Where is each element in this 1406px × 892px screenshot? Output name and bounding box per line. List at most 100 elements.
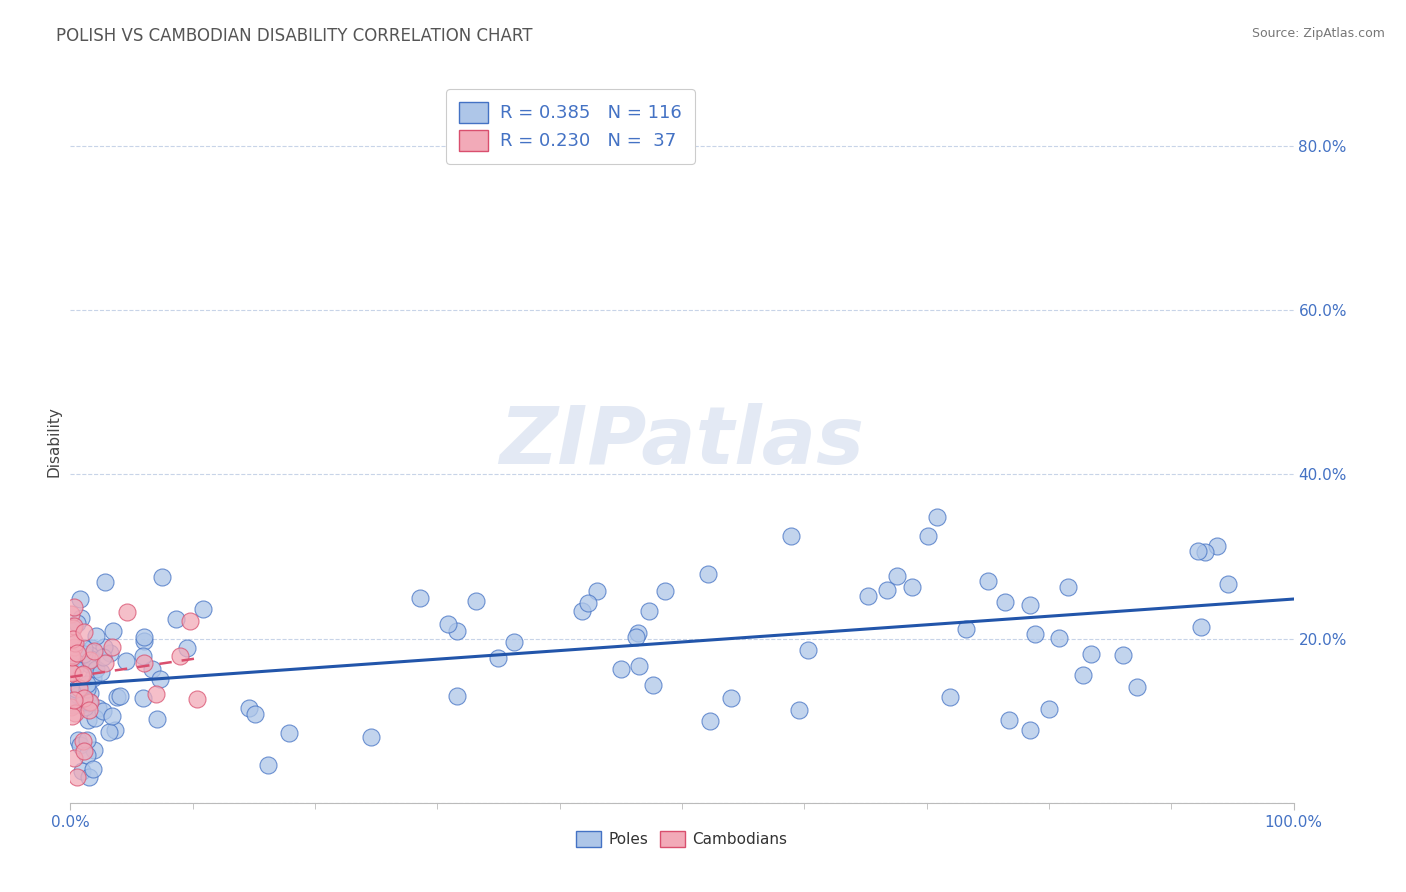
Y-axis label: Disability: Disability: [46, 406, 62, 477]
Point: [70, 764, 93, 779]
Point: [886, 569, 908, 583]
Point: [101, 640, 124, 654]
Point: [80, 651, 103, 665]
Point: [654, 583, 676, 598]
Point: [955, 622, 977, 636]
Point: [179, 614, 201, 628]
Point: [87, 700, 110, 714]
Point: [132, 630, 155, 644]
Point: [63, 640, 86, 655]
Point: [1125, 681, 1147, 695]
Point: [101, 624, 124, 638]
Point: [571, 604, 593, 618]
Point: [176, 640, 198, 655]
Point: [132, 633, 155, 648]
Point: [83, 743, 105, 757]
Point: [115, 654, 138, 668]
Point: [60, 690, 83, 705]
Point: [787, 703, 810, 717]
Point: [131, 649, 153, 664]
Point: [141, 662, 163, 676]
Point: [901, 580, 924, 594]
Point: [238, 701, 260, 715]
Point: [464, 594, 486, 608]
Point: [1038, 702, 1060, 716]
Point: [76, 677, 98, 691]
Point: [63, 661, 86, 675]
Point: [66, 732, 89, 747]
Point: [62, 751, 84, 765]
Point: [436, 616, 458, 631]
Text: POLISH VS CAMBODIAN DISABILITY CORRELATION CHART: POLISH VS CAMBODIAN DISABILITY CORRELATI…: [56, 27, 533, 45]
Point: [60, 652, 83, 666]
Point: [191, 602, 214, 616]
Text: Source: ZipAtlas.com: Source: ZipAtlas.com: [1251, 27, 1385, 40]
Point: [115, 605, 138, 619]
Point: [977, 574, 1000, 589]
Point: [1047, 632, 1070, 646]
Point: [797, 643, 820, 657]
Point: [94, 656, 117, 670]
Point: [72, 648, 94, 662]
Point: [77, 657, 100, 672]
Point: [1024, 627, 1046, 641]
Point: [186, 691, 208, 706]
Point: [60, 665, 83, 680]
Point: [256, 758, 278, 772]
Point: [62, 621, 84, 635]
Point: [278, 726, 301, 740]
Point: [72, 667, 94, 681]
Point: [146, 712, 169, 726]
Point: [408, 591, 430, 605]
Point: [73, 699, 96, 714]
Point: [76, 733, 98, 747]
Point: [1189, 620, 1212, 634]
Point: [65, 636, 87, 650]
Point: [80, 640, 103, 655]
Point: [610, 662, 633, 676]
Point: [627, 659, 650, 673]
Point: [79, 695, 101, 709]
Point: [245, 707, 267, 722]
Point: [60, 666, 83, 681]
Point: [486, 650, 509, 665]
Point: [108, 690, 131, 704]
Point: [62, 692, 84, 706]
Point: [779, 528, 801, 542]
Point: [86, 629, 108, 643]
Point: [69, 611, 91, 625]
Point: [83, 711, 105, 725]
Legend: Poles, Cambodians: Poles, Cambodians: [571, 825, 793, 853]
Point: [1080, 648, 1102, 662]
Point: [858, 589, 880, 603]
Point: [134, 656, 156, 670]
Point: [77, 695, 100, 709]
Point: [1112, 648, 1135, 663]
Point: [997, 714, 1019, 728]
Point: [76, 681, 98, 696]
Point: [132, 691, 155, 706]
Point: [446, 624, 468, 639]
Point: [82, 762, 104, 776]
Point: [91, 704, 114, 718]
Point: [77, 771, 100, 785]
Point: [63, 619, 86, 633]
Point: [91, 650, 114, 665]
Point: [1187, 544, 1209, 558]
Point: [63, 706, 86, 720]
Point: [643, 678, 665, 692]
Point: [66, 616, 89, 631]
Point: [98, 725, 121, 739]
Point: [98, 646, 121, 660]
Point: [939, 690, 962, 704]
Point: [586, 584, 609, 599]
Point: [1019, 723, 1042, 737]
Point: [67, 681, 90, 695]
Point: [76, 748, 98, 763]
Point: [446, 690, 468, 704]
Point: [82, 671, 104, 685]
Point: [59, 648, 82, 663]
Point: [69, 591, 91, 606]
Point: [70, 668, 93, 682]
Point: [94, 574, 117, 589]
